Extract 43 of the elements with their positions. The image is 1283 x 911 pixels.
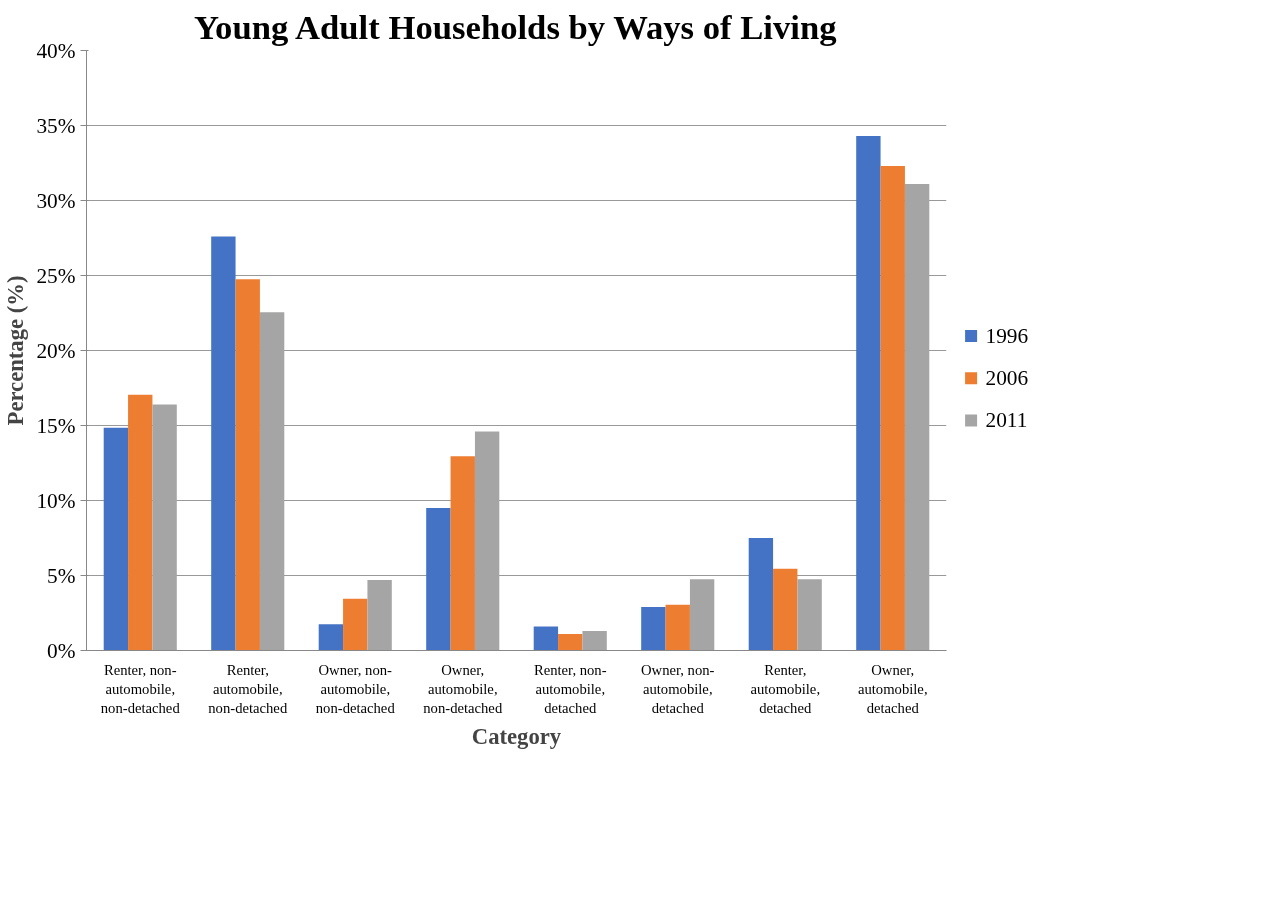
x-axis-title: Category (471, 723, 562, 749)
bar (582, 631, 607, 651)
bar (211, 236, 236, 651)
x-tick-label: Renter, non-automobile, detached (533, 661, 607, 716)
legend-label: 2011 (985, 408, 1028, 433)
x-tick-label: Owner, non-automobile, detached (641, 661, 715, 716)
x-tick-label: Owner, automobile, non-detached (423, 661, 503, 716)
y-tick-label: 10% (36, 488, 76, 513)
bar (426, 508, 451, 651)
bar (558, 634, 583, 651)
y-tick-label: 25% (36, 263, 76, 288)
chart-title: Young Adult Households by Ways of Living (193, 7, 837, 46)
x-tick-label: Renter, automobile, detached (750, 661, 821, 716)
bar (797, 579, 822, 651)
bar (343, 598, 368, 651)
bar (665, 604, 690, 651)
y-tick-label: 30% (36, 188, 76, 213)
bar (533, 626, 559, 651)
bar (773, 568, 798, 651)
bar (748, 538, 774, 651)
y-tick-label: 20% (36, 338, 76, 363)
bar (367, 580, 392, 651)
bar (641, 607, 666, 651)
bar (318, 624, 344, 651)
bar (450, 456, 475, 651)
y-tick-label: 0% (47, 638, 76, 663)
bar (128, 394, 153, 651)
bar (880, 166, 905, 651)
y-axis-title: Percentage (%) (3, 275, 29, 426)
x-tick-label: Renter, automobile, non-detached (208, 661, 288, 716)
x-tick-label: Owner, automobile, detached (857, 661, 928, 716)
y-tick-label: 15% (36, 413, 76, 438)
x-tick-label: Renter, non-automobile, non-detached (100, 661, 181, 716)
legend-label: 1996 (985, 324, 1029, 349)
x-tick-label: Owner, non-automobile, non-detached (315, 661, 396, 716)
bar (689, 579, 715, 651)
bar (235, 279, 260, 651)
legend-label: 2006 (985, 366, 1029, 391)
y-tick-label: 5% (47, 563, 76, 588)
y-tick-label: 35% (36, 113, 76, 138)
bar (856, 136, 881, 651)
bar (103, 427, 129, 651)
y-tick-label: 40% (36, 38, 76, 63)
